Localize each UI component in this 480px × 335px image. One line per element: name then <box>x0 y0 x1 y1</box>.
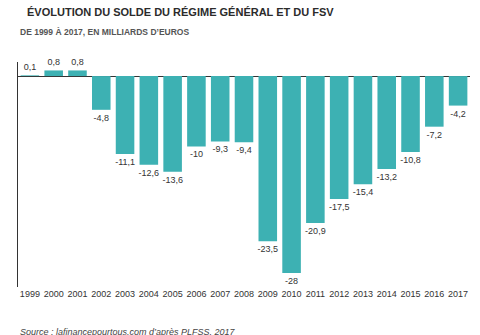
svg-text:2010: 2010 <box>282 289 302 299</box>
svg-text:0,8: 0,8 <box>71 57 84 67</box>
svg-text:2004: 2004 <box>139 289 159 299</box>
svg-text:2000: 2000 <box>44 289 64 299</box>
svg-text:-13,6: -13,6 <box>162 175 183 185</box>
svg-text:-17,5: -17,5 <box>329 202 350 212</box>
svg-text:-4,8: -4,8 <box>94 113 110 123</box>
svg-text:0,8: 0,8 <box>47 57 60 67</box>
svg-text:Source : lafinancepourtous.com: Source : lafinancepourtous.com d’après P… <box>20 327 236 335</box>
svg-text:DE 1999 À 2017, EN MILLIARDS D: DE 1999 À 2017, EN MILLIARDS D’EUROS <box>20 27 189 37</box>
svg-text:-20,9: -20,9 <box>305 226 326 236</box>
svg-text:-10: -10 <box>190 149 203 159</box>
svg-text:-9,4: -9,4 <box>236 145 252 155</box>
svg-text:2001: 2001 <box>67 289 87 299</box>
svg-text:-9,3: -9,3 <box>212 144 228 154</box>
svg-text:2016: 2016 <box>424 289 444 299</box>
svg-text:-12,6: -12,6 <box>139 168 160 178</box>
svg-text:-15,4: -15,4 <box>353 187 374 197</box>
svg-text:-23,5: -23,5 <box>258 244 279 254</box>
svg-text:2009: 2009 <box>258 289 278 299</box>
svg-text:2013: 2013 <box>353 289 373 299</box>
svg-text:2012: 2012 <box>329 289 349 299</box>
svg-text:-10,8: -10,8 <box>400 155 421 165</box>
svg-text:2005: 2005 <box>163 289 183 299</box>
svg-text:2017: 2017 <box>448 289 468 299</box>
svg-text:2008: 2008 <box>234 289 254 299</box>
svg-text:-28: -28 <box>285 276 298 286</box>
svg-text:2006: 2006 <box>186 289 206 299</box>
svg-text:2007: 2007 <box>210 289 230 299</box>
svg-text:ÉVOLUTION DU SOLDE DU RÉGIME G: ÉVOLUTION DU SOLDE DU RÉGIME GÉNÉRAL ET … <box>27 6 334 18</box>
svg-text:2002: 2002 <box>91 289 111 299</box>
svg-text:0,1: 0,1 <box>24 62 37 72</box>
svg-text:1999: 1999 <box>20 289 40 299</box>
svg-text:2011: 2011 <box>306 289 325 299</box>
svg-text:-4,2: -4,2 <box>450 109 466 119</box>
svg-text:-13,2: -13,2 <box>376 172 397 182</box>
svg-text:-11,1: -11,1 <box>115 157 135 167</box>
svg-text:-7,2: -7,2 <box>427 130 443 140</box>
svg-text:2014: 2014 <box>377 289 397 299</box>
svg-text:2003: 2003 <box>115 289 135 299</box>
svg-text:2015: 2015 <box>401 289 421 299</box>
